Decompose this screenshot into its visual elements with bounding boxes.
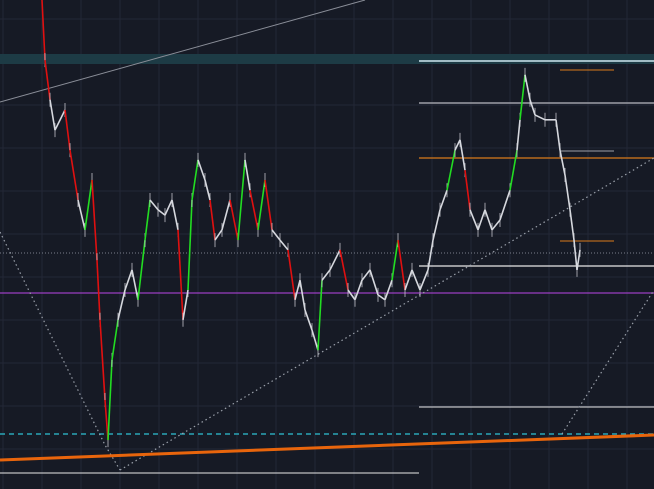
projection-dotted-right[interactable]	[561, 289, 654, 435]
price-segment	[264, 179, 273, 230]
price-segment	[209, 199, 216, 241]
price-segment	[361, 269, 371, 281]
price-segment	[446, 149, 456, 191]
price-segment	[44, 60, 51, 100]
price-segment	[477, 209, 486, 231]
price-segment	[77, 199, 86, 231]
price-segment	[84, 179, 93, 230]
price-segment	[64, 109, 71, 151]
price-segment	[321, 269, 331, 281]
price-segment	[454, 139, 461, 151]
price-segment	[524, 74, 531, 100]
price-segment	[377, 294, 386, 301]
price-segment	[204, 179, 211, 201]
price-segment	[191, 159, 199, 201]
price-segment	[107, 359, 113, 441]
price-segment	[279, 239, 289, 251]
price-segment	[411, 269, 421, 291]
price-segment	[131, 269, 139, 300]
price-segment	[509, 149, 518, 191]
price-segment	[559, 149, 566, 176]
price-segment	[164, 199, 173, 216]
trend-line-dotted-rising[interactable]	[119, 157, 654, 471]
price-segment	[564, 174, 571, 210]
trend-line-upper[interactable]	[0, 0, 366, 103]
price-segment	[157, 209, 166, 216]
price-segment	[177, 229, 184, 320]
price-segment	[137, 240, 146, 300]
price-segment	[529, 99, 536, 116]
price-segment	[404, 269, 413, 291]
price-segment	[91, 179, 98, 261]
price-segment	[555, 119, 561, 151]
price-segment	[214, 229, 223, 241]
price-segment	[311, 329, 319, 351]
projection-dotted-left[interactable]	[0, 231, 121, 471]
price-segment	[304, 309, 313, 331]
price-segment	[187, 199, 193, 291]
price-segment	[432, 209, 441, 241]
price-segment	[69, 149, 79, 201]
price-segment	[299, 280, 306, 311]
price-segment	[197, 159, 206, 181]
price-segment	[569, 209, 575, 241]
price-segment	[271, 229, 281, 241]
price-segment	[182, 289, 189, 320]
price-segment	[257, 179, 266, 230]
price-segment	[459, 139, 466, 171]
price-segment	[49, 99, 56, 131]
price-segment	[484, 209, 493, 231]
price-segment	[519, 74, 526, 120]
price-segment	[469, 209, 479, 231]
price-segment	[491, 219, 501, 231]
price-segment	[149, 199, 159, 211]
price-segment	[427, 239, 434, 271]
price-segment	[124, 269, 133, 291]
price-segment	[249, 190, 259, 230]
price-segment	[221, 199, 231, 231]
price-series	[41, 0, 581, 448]
price-segment	[397, 239, 406, 291]
price-segment	[99, 319, 106, 401]
price-segment	[54, 109, 66, 131]
price-segment	[41, 0, 46, 61]
price-segment	[339, 249, 349, 291]
price-segment	[229, 199, 239, 241]
price-segment	[287, 249, 296, 300]
price-segment	[384, 279, 393, 301]
price-segment	[96, 260, 101, 320]
price-segment	[419, 269, 429, 291]
price-segment	[111, 319, 119, 361]
price-segment	[354, 279, 363, 301]
price-segment	[171, 199, 179, 230]
price-segment	[117, 289, 126, 320]
price-segment	[244, 159, 251, 191]
price-segment	[439, 189, 448, 211]
price-segment	[499, 189, 511, 221]
price-segment	[329, 249, 341, 271]
price-segment	[317, 280, 323, 351]
price-segment	[294, 279, 301, 300]
price-segment	[237, 159, 246, 241]
price-segment	[534, 114, 546, 121]
price-segment	[391, 239, 399, 281]
price-segment	[144, 199, 151, 241]
resistance-zone-band[interactable]	[0, 54, 654, 64]
price-segment	[464, 170, 471, 210]
support-line-orange[interactable]	[0, 433, 654, 462]
price-segment	[369, 269, 379, 296]
price-segment	[347, 289, 356, 301]
